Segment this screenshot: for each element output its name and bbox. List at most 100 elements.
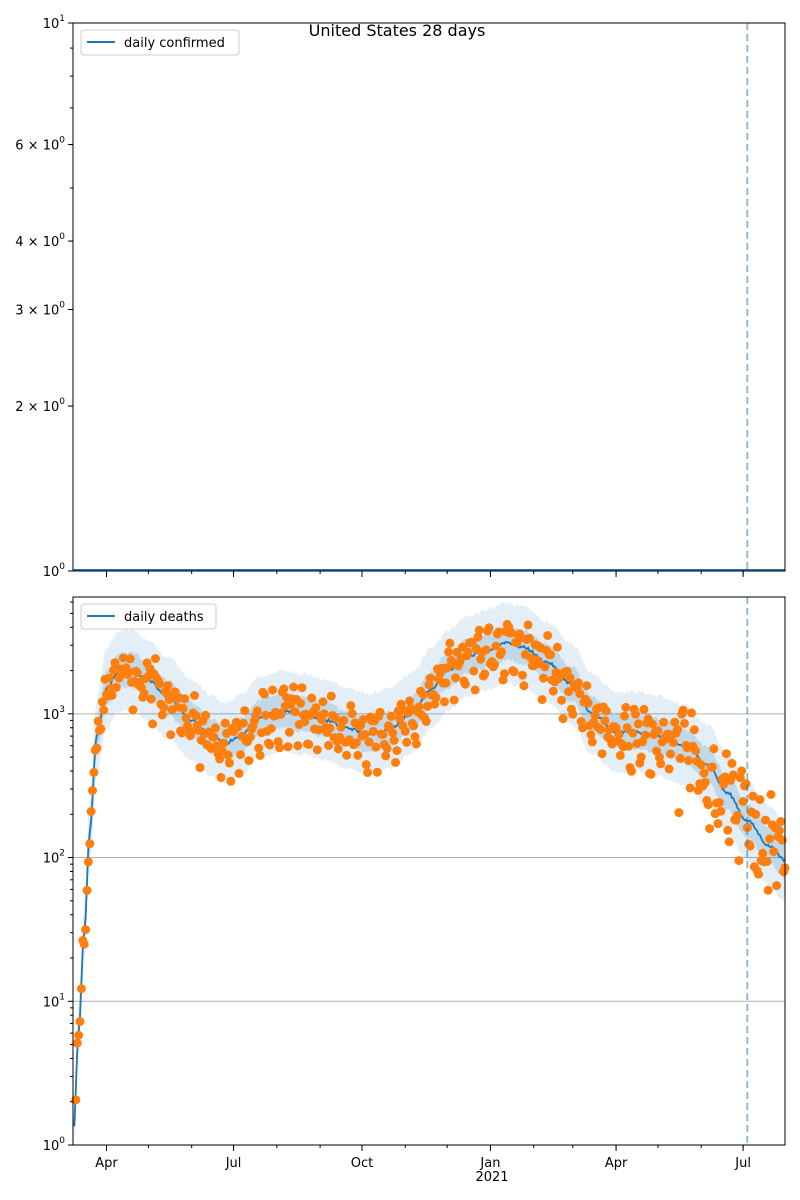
bottom-data-point bbox=[157, 710, 167, 720]
bottom-axes: 100 101 102 103 Apr Jul Oct Jan Apr Jul daily de… bbox=[43, 596, 790, 1171]
bottom-data-point bbox=[391, 757, 400, 767]
bottom-legend-label: daily deaths bbox=[124, 610, 204, 625]
bottom-data-point bbox=[312, 745, 322, 755]
bottom-xtick-label: Jan bbox=[479, 1156, 500, 1171]
bottom-data-point bbox=[411, 739, 421, 749]
bottom-data-point bbox=[300, 717, 310, 727]
bottom-data-point bbox=[558, 714, 568, 724]
bottom-data-point bbox=[431, 693, 441, 702]
bottom-data-point bbox=[118, 653, 128, 663]
bottom-data-point bbox=[659, 717, 668, 727]
bottom-data-point bbox=[742, 823, 752, 833]
bottom-data-point bbox=[155, 679, 165, 689]
top-ytick-label: 2 × 100 bbox=[15, 397, 65, 415]
bottom-ytick-label: 103 bbox=[43, 705, 65, 723]
bottom-data-point bbox=[622, 723, 632, 733]
bottom-data-point bbox=[234, 768, 244, 778]
bottom-data-point bbox=[647, 719, 657, 729]
bottom-data-point bbox=[611, 723, 621, 733]
bottom-data-point bbox=[539, 673, 548, 683]
bottom-data-point bbox=[360, 729, 370, 739]
bottom-data-point bbox=[441, 678, 451, 688]
bottom-data-point bbox=[575, 689, 585, 699]
bottom-data-point bbox=[226, 776, 236, 786]
bottom-data-point bbox=[361, 760, 371, 770]
bottom-data-point bbox=[499, 669, 509, 679]
bottom-data-point bbox=[195, 763, 205, 773]
bottom-data-point bbox=[125, 654, 135, 664]
bottom-data-point bbox=[395, 713, 405, 723]
bottom-data-point bbox=[364, 737, 374, 747]
top-ytick-label: 4 × 100 bbox=[15, 232, 65, 250]
bottom-data-point bbox=[573, 678, 583, 688]
bottom-data-point bbox=[664, 764, 674, 774]
bottom-data-point bbox=[640, 730, 650, 740]
bottom-data-point bbox=[727, 758, 737, 768]
bottom-data-point bbox=[633, 719, 643, 729]
bottom-data-point bbox=[552, 642, 562, 652]
bottom-data-point bbox=[758, 848, 768, 858]
bottom-data-point bbox=[490, 660, 500, 669]
bottom-data-point bbox=[470, 685, 480, 695]
bottom-data-point bbox=[240, 706, 250, 716]
bottom-data-point bbox=[85, 839, 95, 849]
bottom-data-point bbox=[460, 679, 470, 689]
bottom-data-point bbox=[444, 647, 453, 657]
bottom-data-point bbox=[150, 654, 160, 664]
top-axes: 100 2 × 100 3 × 100 4 × 100 6 × 100 101 daily… bbox=[15, 14, 786, 580]
bottom-data-point bbox=[705, 824, 715, 834]
bottom-data-point bbox=[89, 768, 99, 777]
bottom-data-point bbox=[342, 750, 352, 760]
bottom-data-point bbox=[646, 769, 656, 779]
bottom-data-point bbox=[418, 690, 428, 700]
bottom-data-point bbox=[721, 749, 731, 759]
bottom-data-point bbox=[425, 673, 435, 683]
bottom-data-point bbox=[259, 689, 269, 699]
bottom-data-point bbox=[628, 728, 638, 738]
bottom-data-point bbox=[209, 732, 219, 742]
bottom-data-point bbox=[525, 633, 534, 643]
bottom-data-point bbox=[166, 730, 176, 740]
bottom-data-point bbox=[111, 682, 121, 692]
bottom-data-point bbox=[748, 791, 758, 801]
bottom-data-point bbox=[430, 699, 440, 709]
bottom-data-point bbox=[82, 885, 92, 895]
bottom-data-point bbox=[71, 1095, 81, 1105]
bottom-data-point bbox=[268, 685, 278, 695]
bottom-data-point bbox=[518, 670, 527, 680]
bottom-data-point bbox=[653, 726, 663, 736]
bottom-legend-box bbox=[80, 603, 217, 630]
bottom-data-point bbox=[311, 703, 321, 713]
bottom-data-point bbox=[469, 666, 479, 676]
bottom-data-point bbox=[180, 694, 190, 704]
bottom-data-point bbox=[678, 705, 688, 715]
bottom-data-point bbox=[358, 715, 368, 724]
bottom-data-point bbox=[402, 737, 412, 747]
bottom-data-point bbox=[351, 738, 361, 748]
bottom-data-point bbox=[326, 691, 336, 701]
bottom-data-point bbox=[424, 680, 434, 690]
bottom-data-point bbox=[159, 702, 169, 712]
bottom-data-point bbox=[506, 628, 516, 638]
bottom-data-point bbox=[680, 718, 689, 728]
bottom-data-point bbox=[400, 726, 410, 736]
bottom-data-point bbox=[219, 738, 229, 748]
bottom-data-point bbox=[353, 750, 363, 760]
bottom-data-point bbox=[319, 709, 329, 719]
bottom-data-point bbox=[392, 746, 402, 756]
bottom-data-point bbox=[509, 667, 519, 677]
bottom-data-point bbox=[307, 693, 317, 703]
bottom-data-point bbox=[636, 752, 646, 762]
bottom-data-point bbox=[639, 704, 649, 714]
bottom-data-point bbox=[724, 837, 734, 847]
top-ytick-label: 3 × 100 bbox=[15, 301, 65, 319]
bottom-data-point bbox=[92, 743, 102, 753]
bottom-data-point bbox=[666, 749, 675, 759]
bottom-data-point bbox=[733, 810, 742, 820]
bottom-data-point bbox=[557, 695, 567, 705]
bottom-data-point bbox=[363, 768, 373, 777]
bottom-data-point bbox=[494, 627, 504, 637]
bottom-legend: daily deaths bbox=[80, 603, 217, 630]
bottom-data-point bbox=[675, 753, 685, 763]
